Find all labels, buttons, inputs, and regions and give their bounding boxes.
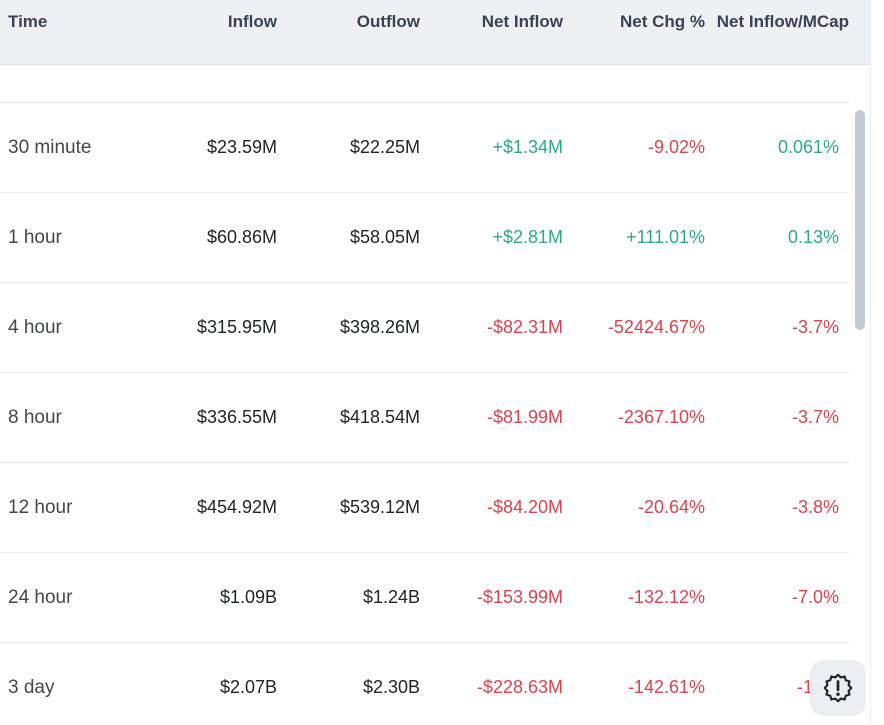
scrollbar-thumb[interactable] <box>855 110 865 330</box>
cell-net-chg-pct: +111.01% <box>626 227 705 247</box>
cell-net-inflow: +$1.34M <box>492 137 563 157</box>
cell-net-chg-pct: -132.12% <box>627 587 705 607</box>
cell-outflow: $2.30B <box>362 677 420 697</box>
cell-net-chg-pct: -2367.10% <box>617 407 705 427</box>
cell-outflow: $22.25M <box>349 137 420 157</box>
cell-net-chg-pct: -52424.67% <box>607 317 705 337</box>
cell-outflow: $58.05M <box>349 227 420 247</box>
cell-net-inflow-mcap: -7.0% <box>791 587 839 607</box>
cell-net-chg-pct: -142.61% <box>627 677 705 697</box>
scrollbar-track[interactable] <box>855 0 865 725</box>
table-row: 4 hour $315.95M $398.26M -$82.31M -52424… <box>0 283 849 373</box>
cell-inflow: $60.86M <box>206 227 277 247</box>
column-header-inflow: Inflow <box>227 12 277 31</box>
cell-inflow: $336.55M <box>196 407 277 427</box>
cell-net-inflow-mcap: -3.7% <box>791 407 839 427</box>
cell-net-inflow: +$2.81M <box>492 227 563 247</box>
scrolled-row-gap <box>0 65 849 103</box>
cell-outflow: $398.26M <box>339 317 420 337</box>
alert-settings-button[interactable] <box>810 660 866 716</box>
cell-outflow: $539.12M <box>339 497 420 517</box>
table-row: 8 hour $336.55M $418.54M -$81.99M -2367.… <box>0 373 849 463</box>
cell-time: 30 minute <box>8 136 92 158</box>
cell-time: 4 hour <box>8 316 62 338</box>
column-header-net-inflow-mcap: Net Inflow/MCap <box>716 12 849 31</box>
cell-net-inflow: -$81.99M <box>486 407 563 427</box>
cell-net-inflow-mcap: -3.8% <box>791 497 839 517</box>
cell-outflow: $1.24B <box>362 587 420 607</box>
cell-inflow: $315.95M <box>196 317 277 337</box>
gear-alert-icon <box>823 673 853 703</box>
cell-net-inflow: -$82.31M <box>486 317 563 337</box>
column-header-net-inflow: Net Inflow <box>481 12 563 31</box>
cell-inflow: $1.09B <box>219 587 277 607</box>
table-header: Time Inflow Outflow Net Inflow Net Chg %… <box>0 0 870 65</box>
cell-net-inflow: -$84.20M <box>486 497 563 517</box>
cell-net-inflow-mcap: 0.13% <box>787 227 839 247</box>
cell-time: 1 hour <box>8 226 62 248</box>
cell-net-inflow-mcap: 0.061% <box>777 137 839 157</box>
cell-net-inflow: -$153.99M <box>476 587 563 607</box>
cell-net-chg-pct: -9.02% <box>647 137 705 157</box>
cell-inflow: $23.59M <box>206 137 277 157</box>
cell-inflow: $2.07B <box>219 677 277 697</box>
cell-time: 24 hour <box>8 586 73 608</box>
cell-outflow: $418.54M <box>339 407 420 427</box>
table-row: 1 hour $60.86M $58.05M +$2.81M +111.01% … <box>0 193 849 283</box>
cell-net-chg-pct: -20.64% <box>637 497 705 517</box>
cell-net-inflow-mcap: -3.7% <box>791 317 839 337</box>
table-row: 3 day $2.07B $2.30B -$228.63M -142.61% -… <box>0 643 849 725</box>
column-header-net-chg-pct: Net Chg % <box>620 12 705 31</box>
table-body: 30 minute $23.59M $22.25M +$1.34M -9.02%… <box>0 65 849 725</box>
cell-time: 12 hour <box>8 496 73 518</box>
cell-net-inflow: -$228.63M <box>476 677 563 697</box>
table-row: 30 minute $23.59M $22.25M +$1.34M -9.02%… <box>0 103 849 193</box>
column-header-time: Time <box>8 12 48 31</box>
cell-time: 3 day <box>8 676 55 698</box>
table-row: 24 hour $1.09B $1.24B -$153.99M -132.12%… <box>0 553 849 643</box>
cell-inflow: $454.92M <box>196 497 277 517</box>
cell-time: 8 hour <box>8 406 62 428</box>
column-header-outflow: Outflow <box>356 12 420 31</box>
table-row: 12 hour $454.92M $539.12M -$84.20M -20.6… <box>0 463 849 553</box>
